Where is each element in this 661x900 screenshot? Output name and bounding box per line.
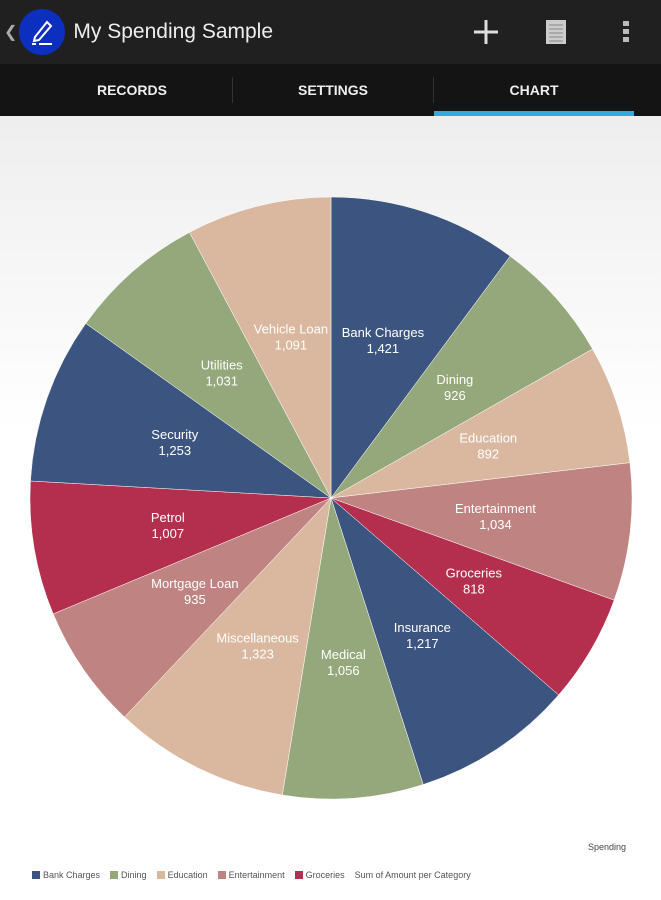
slice-value: 1,253 — [159, 443, 192, 458]
slice-label: Medical — [321, 647, 366, 662]
slice-value: 892 — [477, 446, 499, 461]
plus-icon[interactable] — [451, 18, 521, 46]
pie-slice-bank-charges[interactable] — [330, 196, 511, 499]
slice-label: Groceries — [446, 566, 503, 581]
chevron-left-icon[interactable]: ❮ — [4, 24, 18, 41]
slice-label: Insurance — [394, 620, 451, 635]
legend-swatch — [217, 871, 226, 879]
slice-value: 1,034 — [479, 517, 512, 532]
legend-item: Dining — [110, 870, 147, 880]
tab-bar: RECORDS SETTINGS CHART — [0, 64, 661, 116]
slice-label: Security — [151, 427, 198, 442]
slice-value: 1,323 — [241, 646, 274, 661]
slice-value: 1,031 — [205, 374, 238, 389]
pie-slice-mortgage-loan[interactable] — [52, 497, 332, 718]
legend-swatch — [110, 871, 119, 879]
pie-slice-dining[interactable] — [330, 255, 593, 499]
legend-swatch — [156, 871, 165, 879]
overflow-menu-icon[interactable] — [591, 20, 661, 44]
pie-slice-entertainment[interactable] — [330, 462, 633, 601]
legend-item: Entertainment — [217, 870, 285, 880]
legend-item: Education — [156, 870, 208, 880]
pie-slice-education[interactable] — [330, 348, 631, 499]
slice-value: 818 — [463, 582, 485, 597]
legend-item: Bank Charges — [32, 870, 100, 880]
pie-slice-utilities[interactable] — [85, 232, 332, 499]
tab-settings[interactable]: SETTINGS — [297, 82, 368, 98]
slice-label: Dining — [436, 372, 473, 387]
app-bar: ❮ My Spending Sample — [0, 0, 661, 64]
tab-divider — [232, 77, 233, 103]
chart-area: Bank Charges 1,421 Dining 926 Education 892 En… — [0, 116, 661, 900]
pie-slice-insurance[interactable] — [330, 497, 559, 785]
pie-slice-petrol[interactable] — [29, 480, 332, 615]
slice-label: Education — [459, 430, 517, 445]
slice-value: 935 — [184, 592, 206, 607]
chart-title: Spending — [587, 842, 626, 852]
slice-label: Vehicle Loan — [254, 321, 328, 336]
slice-value: 1,421 — [367, 341, 400, 356]
tab-records[interactable]: RECORDS — [96, 82, 167, 98]
legend-label: Bank Charges — [43, 870, 101, 880]
slice-label: Petrol — [151, 510, 185, 525]
legend-item: Groceries — [294, 870, 345, 880]
slice-value: 1,217 — [406, 636, 439, 651]
slice-value: 1,007 — [152, 526, 185, 541]
app-title: My Spending Sample — [73, 20, 274, 43]
slice-label: Miscellaneous — [216, 630, 299, 645]
legend-swatch — [32, 871, 40, 879]
slice-label: Bank Charges — [342, 325, 425, 340]
slice-value: 1,056 — [327, 663, 360, 678]
legend: Bank Charges Dining Education Entertainment… — [32, 870, 471, 880]
tab-divider — [433, 77, 434, 103]
slice-label: Entertainment — [455, 501, 536, 516]
legend-swatch — [294, 871, 303, 879]
pie-slice-vehicle-loan[interactable] — [189, 196, 332, 499]
legend-label: Education — [167, 870, 208, 880]
slice-label: Mortgage Loan — [151, 576, 238, 591]
pie-slice-security[interactable] — [30, 323, 332, 499]
pie-slice-miscellaneous[interactable] — [124, 497, 332, 796]
list-icon[interactable] — [521, 19, 591, 45]
tab-chart[interactable]: CHART — [434, 64, 634, 116]
legend-label: Dining — [121, 870, 147, 880]
slice-value: 1,091 — [275, 337, 308, 352]
chart-subtitle: Sum of Amount per Category — [354, 870, 471, 880]
slice-label: Utilities — [201, 358, 243, 373]
legend-label: Entertainment — [228, 870, 285, 880]
slice-value: 926 — [444, 388, 466, 403]
pie-slice-medical[interactable] — [282, 497, 424, 800]
pen-icon[interactable] — [19, 9, 66, 55]
legend-label: Groceries — [305, 870, 345, 880]
